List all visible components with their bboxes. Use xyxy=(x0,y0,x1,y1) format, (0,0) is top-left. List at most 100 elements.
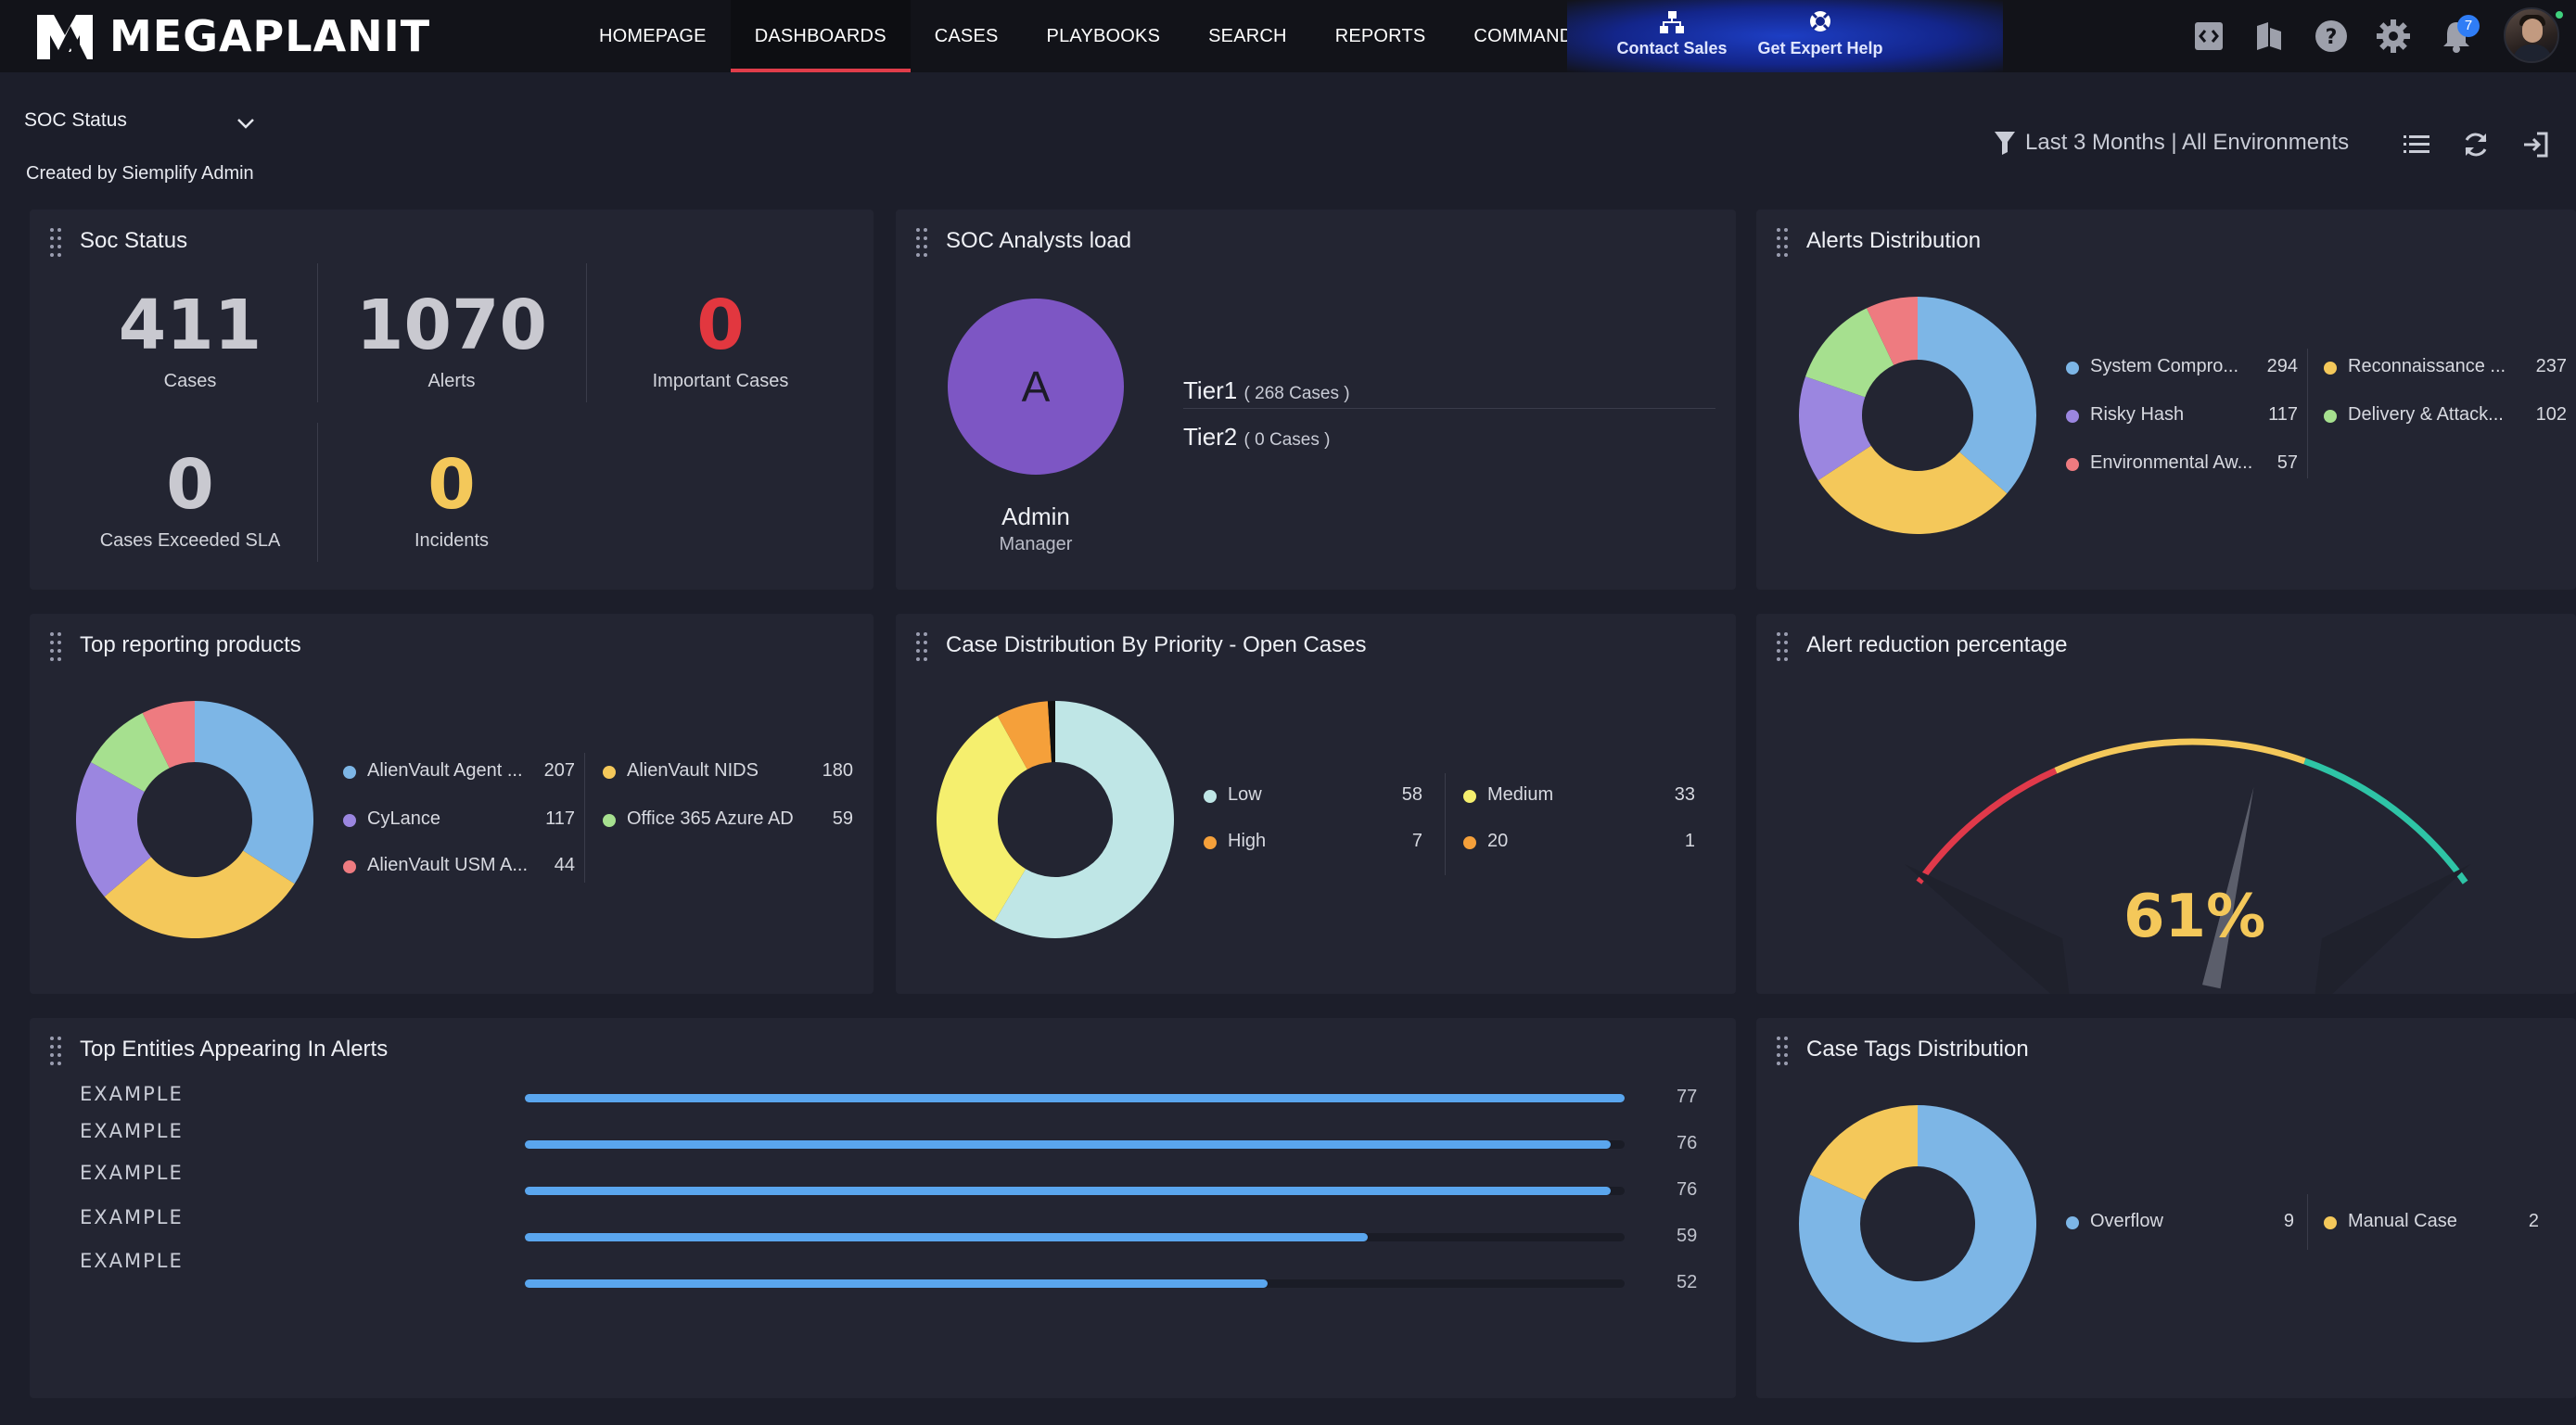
alerts-donut-chart[interactable] xyxy=(1797,295,2038,536)
brand-logo[interactable]: MEGAPLANIT xyxy=(33,7,430,65)
nav-playbooks[interactable]: PLAYBOOKS xyxy=(1046,26,1161,46)
panel-title: SOC Analysts load xyxy=(946,228,1132,253)
nav-cases[interactable]: CASES xyxy=(934,26,999,46)
donut-slice[interactable] xyxy=(104,850,295,938)
gauge-value: 61% xyxy=(2123,883,2266,951)
org-chart-icon xyxy=(1660,11,1684,33)
donut-slice[interactable] xyxy=(195,701,313,884)
code-icon[interactable] xyxy=(2191,19,2226,54)
donut-slice[interactable] xyxy=(1918,297,2036,494)
stat-incidents[interactable]: 0 Incidents xyxy=(336,443,567,552)
get-expert-help-button[interactable]: Get Expert Help xyxy=(1751,9,1890,58)
stat-cases[interactable]: 411 Cases xyxy=(74,284,306,392)
marketplace-icon[interactable] xyxy=(2251,19,2287,54)
gauge-arc-segment xyxy=(1916,768,2058,884)
nav-dashboards[interactable]: DASHBOARDS xyxy=(730,0,911,72)
analyst-role: Manager xyxy=(999,534,1073,554)
drag-handle-icon[interactable] xyxy=(1777,632,1790,662)
gauge-arc-segment xyxy=(2303,757,2468,884)
export-icon[interactable] xyxy=(2520,130,2550,159)
priority-donut-chart[interactable] xyxy=(935,699,1176,940)
stat-value: 0 xyxy=(696,286,745,365)
drag-handle-icon[interactable] xyxy=(1777,1037,1790,1066)
analyst-name: Admin xyxy=(1001,503,1070,530)
refresh-icon[interactable] xyxy=(2461,130,2491,159)
donut-slice[interactable] xyxy=(1799,1105,2036,1342)
entity-bar[interactable] xyxy=(525,1233,1368,1241)
panel-title: Alert reduction percentage xyxy=(1806,632,2068,657)
stat-important-cases[interactable]: 0 Important Cases xyxy=(605,284,836,392)
stat-label: Cases Exceeded SLA xyxy=(99,530,281,551)
entity-label[interactable]: EXAMPLE xyxy=(80,1083,184,1105)
contact-sales-label: Contact Sales xyxy=(1616,39,1728,57)
drag-handle-icon[interactable] xyxy=(50,1037,63,1066)
time-environment-filter[interactable]: Last 3 Months | All Environments xyxy=(1994,130,2349,156)
stat-alerts[interactable]: 1070 Alerts xyxy=(336,284,567,392)
tier-name: Tier2 xyxy=(1183,423,1238,451)
case-tags-panel: Case Tags Distribution Overflow 9 Manual … xyxy=(1756,1018,2576,1398)
list-view-icon[interactable] xyxy=(2402,130,2431,159)
chevron-down-icon[interactable] xyxy=(236,113,256,134)
drag-handle-icon[interactable] xyxy=(1777,228,1790,258)
panel-title: Alerts Distribution xyxy=(1806,228,1982,253)
dashboard-selector[interactable]: SOC Status xyxy=(24,109,127,131)
donut-slice[interactable] xyxy=(75,762,151,897)
donut-slice[interactable] xyxy=(90,713,170,793)
donut-slice[interactable] xyxy=(142,701,195,769)
stat-value: 1070 xyxy=(356,286,547,365)
donut-slice[interactable] xyxy=(1799,376,1871,480)
entity-label[interactable]: EXAMPLE xyxy=(80,1206,184,1228)
stat-label: Incidents xyxy=(414,530,490,551)
products-donut-chart[interactable] xyxy=(74,699,315,940)
gear-icon[interactable] xyxy=(2376,19,2411,54)
nav-reports[interactable]: REPORTS xyxy=(1334,26,1426,46)
stat-label: Cases xyxy=(163,371,217,391)
entity-bar[interactable] xyxy=(525,1279,1268,1288)
soc-status-panel: Soc Status 411 Cases 1070 Alerts 0 Impor… xyxy=(30,210,874,590)
stat-label: Alerts xyxy=(427,371,476,391)
entity-label[interactable]: EXAMPLE xyxy=(80,1120,184,1142)
panel-title: Case Distribution By Priority - Open Cas… xyxy=(946,632,1367,657)
drag-handle-icon[interactable] xyxy=(916,632,929,662)
panel-title: Top reporting products xyxy=(80,632,301,657)
entity-bar[interactable] xyxy=(525,1094,1625,1102)
entity-bar[interactable] xyxy=(525,1140,1611,1149)
user-avatar[interactable] xyxy=(2504,7,2559,63)
donut-slice[interactable] xyxy=(997,701,1052,770)
alerts-distribution-panel: Alerts Distribution System Compro... 294 … xyxy=(1756,210,2576,590)
alert-reduction-gauge xyxy=(1905,738,2470,994)
brand-name: MEGAPLANIT xyxy=(109,11,431,61)
tier-row[interactable]: Tier2 ( 0 Cases ) xyxy=(1183,423,1330,452)
donut-slice[interactable] xyxy=(1809,1105,1918,1201)
tier-row[interactable]: Tier1 ( 268 Cases ) xyxy=(1183,376,1350,405)
drag-handle-icon[interactable] xyxy=(916,228,929,258)
top-navigation-bar: MEGAPLANIT HOMEPAGE DASHBOARDS CASES PLA… xyxy=(0,0,2576,72)
donut-slice[interactable] xyxy=(937,716,1027,922)
entity-label[interactable]: EXAMPLE xyxy=(80,1250,184,1272)
stat-cases-exceeded-sla[interactable]: 0 Cases Exceeded SLA xyxy=(74,443,306,552)
donut-slice[interactable] xyxy=(1867,297,1918,365)
analyst-avatar[interactable]: A xyxy=(948,299,1124,475)
soc-analysts-panel: SOC Analysts load A Admin Manager Tier1 … xyxy=(896,210,1736,590)
stat-value: 0 xyxy=(427,445,476,525)
stat-label: Important Cases xyxy=(652,371,789,391)
priority-distribution-panel: Case Distribution By Priority - Open Cas… xyxy=(896,614,1736,994)
donut-slice[interactable] xyxy=(994,701,1174,938)
entity-label[interactable]: EXAMPLE xyxy=(80,1162,184,1184)
nav-search[interactable]: SEARCH xyxy=(1208,26,1287,46)
donut-slice[interactable] xyxy=(1817,445,2008,534)
panel-title: Case Tags Distribution xyxy=(1806,1037,2029,1062)
help-icon[interactable]: ? xyxy=(2314,19,2349,54)
drag-handle-icon[interactable] xyxy=(50,228,63,258)
donut-slice[interactable] xyxy=(1805,308,1894,398)
contact-sales-button[interactable]: Contact Sales xyxy=(1602,9,1741,58)
case-tags-donut-chart[interactable] xyxy=(1797,1103,2038,1344)
promo-area: Contact Sales Get Expert Help xyxy=(1567,0,2003,72)
gauge-needle xyxy=(2201,786,2254,989)
online-status-dot xyxy=(2556,11,2563,19)
top-products-panel: Top reporting products AlienVault Agent … xyxy=(30,614,874,994)
entity-bar[interactable] xyxy=(525,1187,1611,1195)
drag-handle-icon[interactable] xyxy=(50,632,63,662)
nav-homepage[interactable]: HOMEPAGE xyxy=(599,26,707,46)
donut-slice[interactable] xyxy=(1047,701,1055,763)
